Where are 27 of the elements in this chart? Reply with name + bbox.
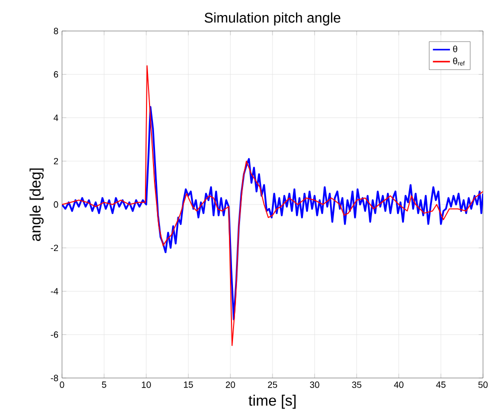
x-tick-label: 0 <box>60 382 64 388</box>
y-tick-label: 0 <box>54 201 58 208</box>
x-tick-label: 5 <box>102 382 106 388</box>
x-axis-title: time [s] <box>248 394 296 409</box>
y-axis-title: angle [deg] <box>30 168 44 241</box>
y-tick-label: -8 <box>50 374 58 382</box>
y-tick-label: -4 <box>50 288 58 294</box>
x-tick-label: 35 <box>352 382 362 388</box>
x-tick-label: 40 <box>394 382 404 388</box>
y-tick-label: 4 <box>54 114 58 121</box>
x-tick-label: 20 <box>226 382 236 388</box>
y-tick-label: -6 <box>50 331 58 338</box>
line-series <box>62 65 484 346</box>
y-tick-label: 8 <box>54 28 58 34</box>
line-series <box>62 106 484 320</box>
x-tick-label: 30 <box>310 382 320 388</box>
y-tick-label: -2 <box>50 244 58 252</box>
y-tick-label: 2 <box>54 158 58 164</box>
x-tick-label: 25 <box>268 382 278 388</box>
chart-title: Simulation pitch angle <box>204 12 340 26</box>
x-tick-label: 15 <box>184 382 193 388</box>
x-tick-label: 45 <box>436 382 446 388</box>
y-tick-label: 6 <box>54 71 58 78</box>
x-tick-label: 50 <box>478 382 488 388</box>
x-tick-label: 10 <box>142 382 151 388</box>
legend-label: θ <box>453 46 458 52</box>
legend-label: θ$_{ref}$ <box>453 58 465 66</box>
